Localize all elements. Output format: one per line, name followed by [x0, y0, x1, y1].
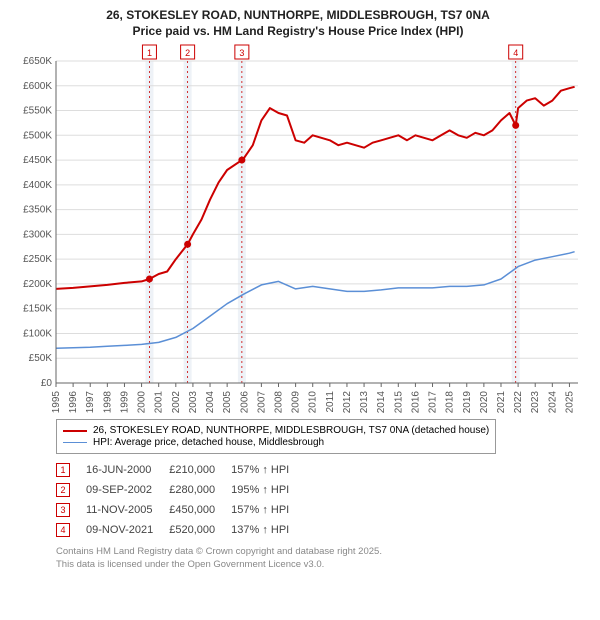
title-line-1: 26, STOKESLEY ROAD, NUNTHORPE, MIDDLESBR… [8, 8, 588, 24]
svg-text:2009: 2009 [291, 391, 302, 413]
chart-title: 26, STOKESLEY ROAD, NUNTHORPE, MIDDLESBR… [8, 8, 588, 39]
svg-text:2019: 2019 [462, 391, 473, 413]
svg-text:£550K: £550K [23, 106, 52, 117]
svg-text:2003: 2003 [188, 391, 199, 413]
svg-text:2011: 2011 [325, 391, 336, 413]
legend-row: 26, STOKESLEY ROAD, NUNTHORPE, MIDDLESBR… [63, 425, 489, 436]
footer: Contains HM Land Registry data © Crown c… [56, 546, 588, 571]
svg-text:2007: 2007 [256, 391, 267, 413]
sale-price: £280,000 [169, 480, 231, 500]
legend-swatch [63, 442, 87, 443]
svg-text:£0: £0 [41, 378, 53, 389]
svg-text:£150K: £150K [23, 304, 52, 315]
svg-text:£250K: £250K [23, 254, 52, 265]
svg-text:2013: 2013 [359, 391, 370, 413]
sales-row: 3 11-NOV-2005£450,000157% ↑ HPI [56, 500, 305, 520]
sale-pct: 157% ↑ HPI [231, 460, 305, 480]
sale-marker: 1 [56, 463, 70, 477]
sale-price: £450,000 [169, 500, 231, 520]
svg-text:2: 2 [185, 48, 190, 58]
svg-text:1997: 1997 [85, 391, 96, 413]
sale-price: £210,000 [169, 460, 231, 480]
sale-pct: 157% ↑ HPI [231, 500, 305, 520]
sale-pct: 137% ↑ HPI [231, 520, 305, 540]
title-line-2: Price paid vs. HM Land Registry's House … [8, 24, 588, 40]
svg-text:2005: 2005 [222, 391, 233, 413]
sale-pct: 195% ↑ HPI [231, 480, 305, 500]
svg-text:£400K: £400K [23, 180, 52, 191]
svg-text:£450K: £450K [23, 155, 52, 166]
svg-text:1996: 1996 [68, 391, 79, 413]
svg-text:£500K: £500K [23, 130, 52, 141]
svg-text:2010: 2010 [308, 391, 319, 413]
sale-date: 11-NOV-2005 [86, 500, 169, 520]
sale-price: £520,000 [169, 520, 231, 540]
sale-date: 16-JUN-2000 [86, 460, 169, 480]
svg-text:1998: 1998 [102, 391, 113, 413]
svg-text:1999: 1999 [119, 391, 130, 413]
sale-marker-cell: 1 [56, 460, 86, 480]
svg-text:£350K: £350K [23, 205, 52, 216]
svg-text:2012: 2012 [342, 391, 353, 413]
svg-text:£300K: £300K [23, 230, 52, 241]
svg-text:2017: 2017 [428, 391, 439, 413]
chart-svg: £0 £50K £100K £150K £200K £250K £300K £350K £400… [8, 43, 588, 413]
svg-text:2025: 2025 [564, 391, 575, 413]
svg-text:2023: 2023 [530, 391, 541, 413]
footer-line-2: This data is licensed under the Open Gov… [56, 559, 588, 571]
sales-row: 1 16-JUN-2000£210,000157% ↑ HPI [56, 460, 305, 480]
svg-text:2004: 2004 [205, 391, 216, 413]
svg-text:2015: 2015 [393, 391, 404, 413]
footer-line-1: Contains HM Land Registry data © Crown c… [56, 546, 588, 558]
svg-text:£650K: £650K [23, 56, 52, 67]
sales-table: 1 16-JUN-2000£210,000157% ↑ HPI 2 09-SEP-20… [56, 460, 305, 540]
legend-label: HPI: Average price, detached house, Midd… [93, 437, 324, 448]
svg-text:£100K: £100K [23, 329, 52, 340]
svg-text:2016: 2016 [410, 391, 421, 413]
sales-row: 4 09-NOV-2021£520,000137% ↑ HPI [56, 520, 305, 540]
sale-marker: 3 [56, 503, 70, 517]
sales-row: 2 09-SEP-2002£280,000195% ↑ HPI [56, 480, 305, 500]
svg-text:2021: 2021 [496, 391, 507, 413]
sale-date: 09-NOV-2021 [86, 520, 169, 540]
svg-text:2001: 2001 [154, 391, 165, 413]
legend-swatch [63, 430, 87, 432]
svg-text:2002: 2002 [171, 391, 182, 413]
svg-text:2008: 2008 [273, 391, 284, 413]
svg-text:£50K: £50K [29, 353, 53, 364]
chart: £0 £50K £100K £150K £200K £250K £300K £350K £400… [8, 43, 588, 413]
svg-text:2006: 2006 [239, 391, 250, 413]
svg-text:£200K: £200K [23, 279, 52, 290]
svg-text:2000: 2000 [137, 391, 148, 413]
svg-text:£600K: £600K [23, 81, 52, 92]
legend: 26, STOKESLEY ROAD, NUNTHORPE, MIDDLESBR… [56, 419, 496, 454]
sale-marker: 4 [56, 523, 70, 537]
svg-text:2024: 2024 [547, 391, 558, 413]
sale-marker-cell: 2 [56, 480, 86, 500]
svg-text:1: 1 [147, 48, 152, 58]
sale-marker: 2 [56, 483, 70, 497]
svg-text:2020: 2020 [479, 391, 490, 413]
svg-text:3: 3 [239, 48, 244, 58]
svg-text:2018: 2018 [445, 391, 456, 413]
svg-text:1995: 1995 [51, 391, 62, 413]
sale-marker-cell: 4 [56, 520, 86, 540]
legend-label: 26, STOKESLEY ROAD, NUNTHORPE, MIDDLESBR… [93, 425, 489, 436]
legend-row: HPI: Average price, detached house, Midd… [63, 437, 489, 448]
sale-marker-cell: 3 [56, 500, 86, 520]
svg-text:4: 4 [513, 48, 518, 58]
svg-text:2022: 2022 [513, 391, 524, 413]
sale-date: 09-SEP-2002 [86, 480, 169, 500]
svg-text:2014: 2014 [376, 391, 387, 413]
